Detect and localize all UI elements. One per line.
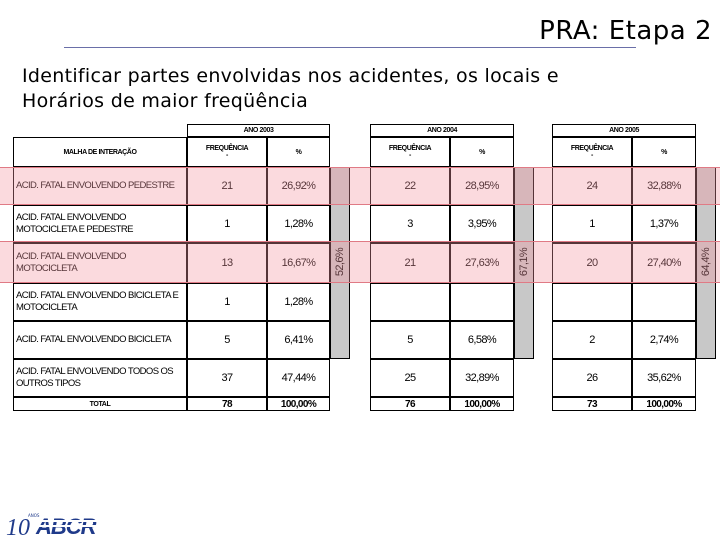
table-cell: 27,63%: [450, 243, 514, 283]
row-label-bicicleta: ACID. FATAL ENVOLVENDO BICICLETA: [13, 321, 187, 359]
row-label-outros: ACID. FATAL ENVOLVENDO TODOS OS OUTROS T…: [13, 359, 187, 397]
freq-header-2003: FREQUÊNCIA -: [187, 137, 267, 167]
table-cell: 1: [552, 205, 632, 243]
table-cell: 6,41%: [267, 321, 330, 359]
table-cell: 47,44%: [267, 359, 330, 397]
row-header-label: MALHA DE INTERAÇÃO: [13, 137, 187, 167]
logo-ten: 10: [6, 515, 30, 538]
table-cell: 26: [552, 359, 632, 397]
pct-header-2004: %: [450, 137, 514, 167]
table-cell: [370, 283, 450, 321]
row-label-bici-moto: ACID. FATAL ENVOLVENDO BICICLETA E MOTOC…: [13, 283, 187, 321]
subtitle-line-1: Identificar partes envolvidas nos aciden…: [22, 65, 559, 87]
slide-subtitle: Identificar partes envolvidas nos aciden…: [22, 64, 559, 114]
table-cell: 16,67%: [267, 243, 330, 283]
table-cell: 3,95%: [450, 205, 514, 243]
table-cell: 5: [187, 321, 267, 359]
total-cell: 100,00%: [267, 397, 330, 411]
title-underline: [64, 47, 636, 48]
total-cell: 73: [552, 397, 632, 411]
table-cell: 3: [370, 205, 450, 243]
total-cell: 100,00%: [632, 397, 696, 411]
table-cell: 37: [187, 359, 267, 397]
freq-header-2004: FREQUÊNCIA -: [370, 137, 450, 167]
pct-header-2003: %: [267, 137, 330, 167]
total-cell: 78: [187, 397, 267, 411]
highlight-band-pedestre: [0, 167, 720, 205]
table-cell: 32,89%: [450, 359, 514, 397]
table-cell: 1,37%: [632, 205, 696, 243]
table-cell: 24: [552, 167, 632, 205]
logo-anos: ANOS: [28, 513, 40, 518]
year-header-2003: ANO 2003: [187, 124, 330, 137]
year-header-2005: ANO 2005: [552, 124, 696, 137]
abcr-logo: 10 ANOS ABCR: [6, 508, 118, 541]
total-cell: 76: [370, 397, 450, 411]
total-cell: 100,00%: [450, 397, 514, 411]
table-cell: 21: [187, 167, 267, 205]
slide-title: PRA: Etapa 2: [539, 16, 712, 46]
table-cell: 6,58%: [450, 321, 514, 359]
table-cell: [632, 283, 696, 321]
table-cell: 32,88%: [632, 167, 696, 205]
year-header-2004: ANO 2004: [370, 124, 514, 137]
table-cell: 1,28%: [267, 283, 330, 321]
table-cell: 5: [370, 321, 450, 359]
table-cell: 2,74%: [632, 321, 696, 359]
table-cell: [450, 283, 514, 321]
table-cell: 1,28%: [267, 205, 330, 243]
row-label-moto-pedestre: ACID. FATAL ENVOLVENDO MOTOCICLETA E PED…: [13, 205, 187, 243]
table-cell: 1: [187, 283, 267, 321]
table-cell: 28,95%: [450, 167, 514, 205]
row-label-motocicleta: ACID. FATAL ENVOLVENDO MOTOCICLETA: [13, 243, 187, 283]
table-cell: 35,62%: [632, 359, 696, 397]
table-cell: 1: [187, 205, 267, 243]
abcr-logo-graphic: 10 ANOS ABCR: [6, 513, 116, 541]
table-cell: 27,40%: [632, 243, 696, 283]
total-label: TOTAL: [13, 397, 187, 411]
subtitle-line-2: Horários de maior freqüência: [22, 90, 309, 112]
freq-header-2005: FREQUÊNCIA -: [552, 137, 632, 167]
table-cell: 25: [370, 359, 450, 397]
table-cell: [552, 283, 632, 321]
highlight-band-motocicleta: [0, 241, 720, 283]
table-cell: 2: [552, 321, 632, 359]
pct-header-2005: %: [632, 137, 696, 167]
